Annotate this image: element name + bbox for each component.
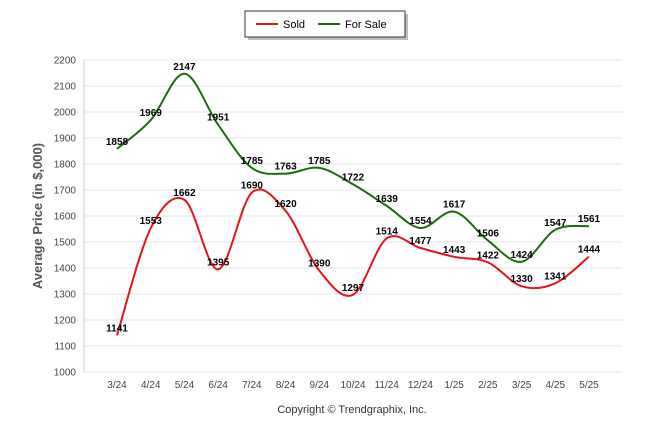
for-sale-data-label: 1424	[510, 250, 533, 261]
y-tick-label: 1500	[54, 238, 77, 249]
for-sale-data-label: 1858	[106, 137, 129, 148]
sold-series-line	[116, 188, 590, 336]
data-labels: 1141 1553 1662 1395 1690 1620 1390 1297 1514 1477…	[106, 62, 601, 335]
x-tick-label: 3/25	[512, 380, 532, 391]
series-lines	[116, 72, 590, 336]
sold-data-label: 1690	[241, 181, 264, 192]
x-tick-label: 10/24	[340, 380, 365, 391]
legend-for-sale-label: For Sale	[345, 19, 387, 31]
for-sale-data-label: 1617	[443, 200, 466, 211]
x-axis-ticks: 3/24 4/24 5/24 6/24 7/24 8/24 9/24 10/24 11/24 12…	[107, 380, 599, 391]
sold-data-label: 1395	[207, 257, 230, 268]
y-tick-label: 1200	[54, 316, 77, 327]
y-tick-label: 2000	[54, 108, 77, 119]
for-sale-data-label: 1547	[544, 218, 567, 229]
for-sale-data-label: 1639	[376, 194, 399, 205]
x-tick-label: 1/25	[444, 380, 464, 391]
for-sale-series-line	[116, 72, 590, 263]
copyright-footer: Copyright © Trendgraphix, Inc.	[277, 404, 426, 416]
sold-data-label: 1341	[544, 271, 567, 282]
x-tick-label: 4/24	[141, 380, 161, 391]
y-tick-label: 2200	[54, 56, 77, 67]
y-tick-label: 2100	[54, 82, 77, 93]
y-tick-label: 1800	[54, 160, 77, 171]
sold-data-label: 1514	[376, 226, 399, 237]
x-tick-label: 6/24	[208, 380, 228, 391]
y-axis-ticks: 1000 1100 1200 1300 1400 1500 1600 1700 1800 1900…	[54, 56, 77, 379]
for-sale-data-label: 1763	[274, 162, 297, 173]
legend: Sold For Sale	[244, 10, 408, 40]
sold-data-label: 1330	[510, 274, 533, 285]
x-tick-label: 12/24	[408, 380, 433, 391]
for-sale-data-label: 1785	[308, 156, 331, 167]
x-tick-label: 9/24	[310, 380, 330, 391]
for-sale-data-label: 2147	[173, 62, 196, 73]
for-sale-data-label: 1969	[140, 108, 163, 119]
x-tick-label: 8/24	[276, 380, 296, 391]
for-sale-data-label: 1506	[477, 228, 500, 239]
sold-data-label: 1390	[308, 259, 331, 270]
y-axis-title: Average Price (in $,000)	[30, 143, 45, 289]
gridlines	[83, 59, 622, 373]
sold-data-label: 1553	[140, 216, 163, 227]
y-tick-label: 1700	[54, 186, 77, 197]
legend-sold-label: Sold	[283, 19, 305, 31]
sold-data-label: 1422	[477, 250, 500, 261]
y-tick-label: 1000	[54, 368, 77, 379]
sold-data-label: 1444	[578, 245, 601, 256]
y-tick-label: 1400	[54, 264, 77, 275]
sold-data-label: 1141	[106, 323, 128, 334]
x-tick-label: 3/24	[107, 380, 127, 391]
y-tick-label: 1100	[54, 342, 76, 353]
sold-data-label: 1620	[274, 199, 297, 210]
x-tick-label: 5/25	[579, 380, 599, 391]
sold-data-label: 1297	[342, 283, 365, 294]
y-tick-label: 1600	[54, 212, 77, 223]
x-tick-label: 4/25	[546, 380, 566, 391]
y-tick-label: 1900	[54, 134, 77, 145]
x-tick-label: 2/25	[478, 380, 498, 391]
x-tick-label: 5/24	[175, 380, 195, 391]
for-sale-data-label: 1722	[342, 172, 365, 183]
for-sale-data-label: 1785	[241, 156, 264, 167]
for-sale-data-label: 1561	[578, 214, 601, 225]
x-tick-label: 7/24	[242, 380, 262, 391]
sold-data-label: 1443	[443, 245, 466, 256]
y-tick-label: 1300	[54, 290, 77, 301]
sold-data-label: 1662	[173, 188, 196, 199]
for-sale-data-label: 1554	[409, 216, 432, 227]
for-sale-data-label: 1951	[207, 113, 230, 124]
x-tick-label: 11/24	[375, 380, 400, 391]
sold-data-label: 1477	[409, 236, 432, 247]
